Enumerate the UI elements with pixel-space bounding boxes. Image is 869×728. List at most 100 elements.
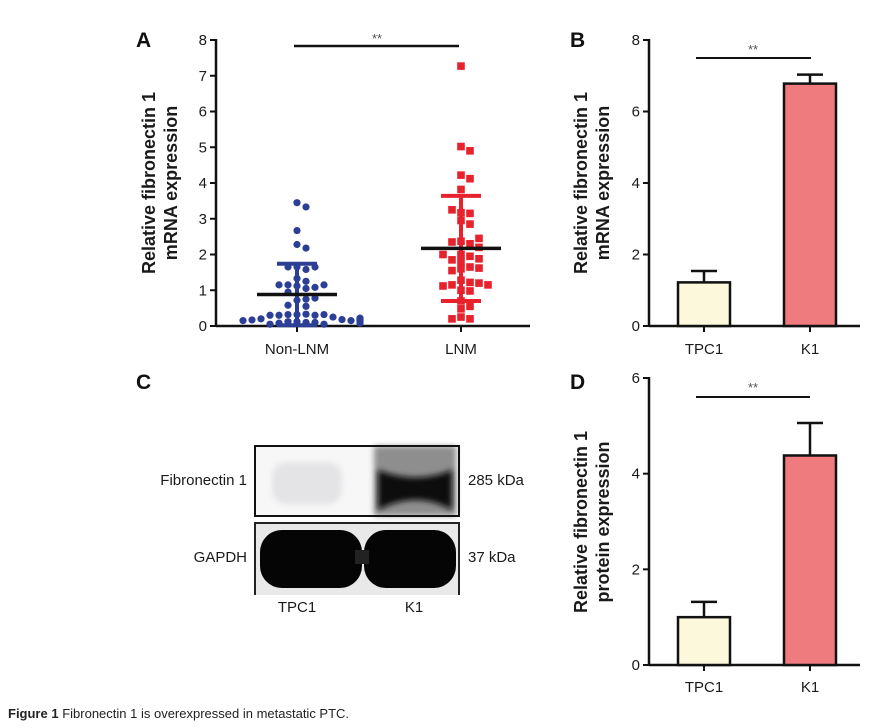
panel-a-ytick-label: 7 <box>199 68 207 85</box>
non-lnm-point <box>302 310 310 318</box>
lnm-point <box>457 142 465 151</box>
lnm-point <box>466 209 474 218</box>
lnm-point <box>466 174 474 183</box>
non-lnm-point <box>284 281 292 289</box>
lnm-point <box>475 234 483 243</box>
panel-d-ylabel-line2: protein expression <box>593 441 613 602</box>
non-lnm-point <box>320 320 328 328</box>
panel-b-ytick-label: 2 <box>632 247 640 264</box>
lnm-point <box>457 305 465 313</box>
panel-a-xtick-non-lnm: Non-LNM <box>265 341 329 358</box>
lnm-point <box>448 238 456 246</box>
band-fibronectin-k1 <box>378 470 452 510</box>
panel-d-ylabel-line1: Relative fibronectin 1 <box>571 431 591 613</box>
lnm-point <box>466 287 474 295</box>
lnm-point <box>457 185 465 194</box>
panel-a-ytick-label: 6 <box>199 104 207 121</box>
band-gapdh-k1 <box>364 530 456 588</box>
non-lnm-point <box>302 277 310 285</box>
panel-b-ytick-label: 8 <box>632 32 640 49</box>
panel-d-ytick-label: 2 <box>632 561 640 578</box>
panel-d-ytick-label: 6 <box>632 370 640 387</box>
panel-letter-a: A <box>136 29 151 52</box>
panel-d-xtick-tpc1: TPC1 <box>685 679 723 696</box>
non-lnm-point <box>311 294 319 302</box>
lnm-point <box>475 254 483 263</box>
caption-label: Figure 1 <box>8 706 59 721</box>
panel-letter-b: B <box>570 29 585 52</box>
panel-a-ytick-label: 5 <box>199 139 207 156</box>
band-gapdh-tpc1 <box>260 530 362 588</box>
panel-a-ylabel-line1: Relative fibronectin 1 <box>139 92 159 274</box>
non-lnm-point <box>302 265 310 274</box>
non-lnm-point <box>302 302 310 310</box>
non-lnm-point <box>320 310 328 319</box>
lnm-point <box>466 147 474 155</box>
panel-a-ytick-label: 0 <box>199 318 207 335</box>
panel-b-ylabel-line2: mRNA expression <box>593 106 613 260</box>
caption-text: Fibronectin 1 is overexpressed in metast… <box>62 706 350 721</box>
panel-letter-d: D <box>570 371 585 394</box>
non-lnm-point <box>284 301 292 309</box>
band-fibronectin-tpc1 <box>272 462 342 504</box>
lnm-point <box>439 282 447 290</box>
panel-a-ylabel-line2: mRNA expression <box>161 106 181 260</box>
panel-d-significance-label: ** <box>748 380 758 395</box>
blot-protein-fibronectin: Fibronectin 1 <box>160 472 247 489</box>
non-lnm-point <box>302 244 310 252</box>
panel-b-ytick-label: 6 <box>632 104 640 121</box>
panel-b-bar-chart: Relative fibronectin 1 mRNA expression 0… <box>571 32 860 358</box>
blot-strip-fibronectin <box>254 445 460 517</box>
non-lnm-point <box>293 240 301 249</box>
non-lnm-point <box>284 310 292 319</box>
lnm-point <box>466 239 474 248</box>
non-lnm-point <box>275 281 283 289</box>
panel-a-significance-label: ** <box>372 31 382 46</box>
lnm-point <box>457 171 465 179</box>
lnm-point <box>448 281 456 289</box>
figure-caption: Figure 1 Fibronectin 1 is overexpressed … <box>8 706 349 721</box>
panel-b-xtick-tpc1: TPC1 <box>685 341 723 358</box>
non-lnm-point <box>356 319 364 327</box>
non-lnm-point <box>248 316 256 324</box>
lnm-point <box>466 263 474 271</box>
lnm-point <box>466 278 474 287</box>
non-lnm-point <box>266 320 274 328</box>
non-lnm-point <box>239 317 247 325</box>
non-lnm-point <box>320 281 328 289</box>
lnm-point <box>475 279 483 287</box>
blot-strip-gapdh <box>254 522 460 595</box>
panel-b-significance-label: ** <box>748 42 758 57</box>
blot-size-fibronectin: 285 kDa <box>468 472 525 489</box>
non-lnm-point <box>257 315 265 323</box>
non-lnm-point <box>347 317 355 325</box>
panel-b-ytick-label: 0 <box>632 318 640 335</box>
panel-a-xtick-lnm: LNM <box>445 341 477 358</box>
non-lnm-point <box>311 311 319 319</box>
non-lnm-point <box>275 311 283 319</box>
panel-a-scatter: Relative fibronectin 1 mRNA expression 0… <box>139 31 530 358</box>
panel-b-ylabel-line1: Relative fibronectin 1 <box>571 92 591 274</box>
lnm-point <box>457 62 465 70</box>
panel-letter-c: C <box>136 371 151 394</box>
k1-bar <box>782 454 838 667</box>
blot-protein-gapdh: GAPDH <box>194 549 247 566</box>
blot-lane-tpc1: TPC1 <box>278 599 316 616</box>
non-lnm-point <box>293 226 301 235</box>
lnm-point <box>484 281 492 289</box>
non-lnm-point <box>302 203 310 211</box>
panel-d-ytick-label: 4 <box>632 466 640 483</box>
lnm-point <box>475 264 483 272</box>
panel-d-xtick-k1: K1 <box>801 679 819 696</box>
lnm-point <box>448 256 456 264</box>
blot-size-gapdh: 37 kDa <box>468 549 516 566</box>
lnm-point <box>457 313 465 321</box>
lnm-point <box>466 220 474 228</box>
panel-d-bar-chart: Relative fibronectin 1 protein expressio… <box>571 370 860 696</box>
panel-d-ytick-label: 0 <box>632 657 640 674</box>
non-lnm-point <box>302 295 310 303</box>
non-lnm-point <box>293 199 301 207</box>
panel-a-ytick-label: 3 <box>199 211 207 228</box>
lnm-point <box>466 302 474 311</box>
